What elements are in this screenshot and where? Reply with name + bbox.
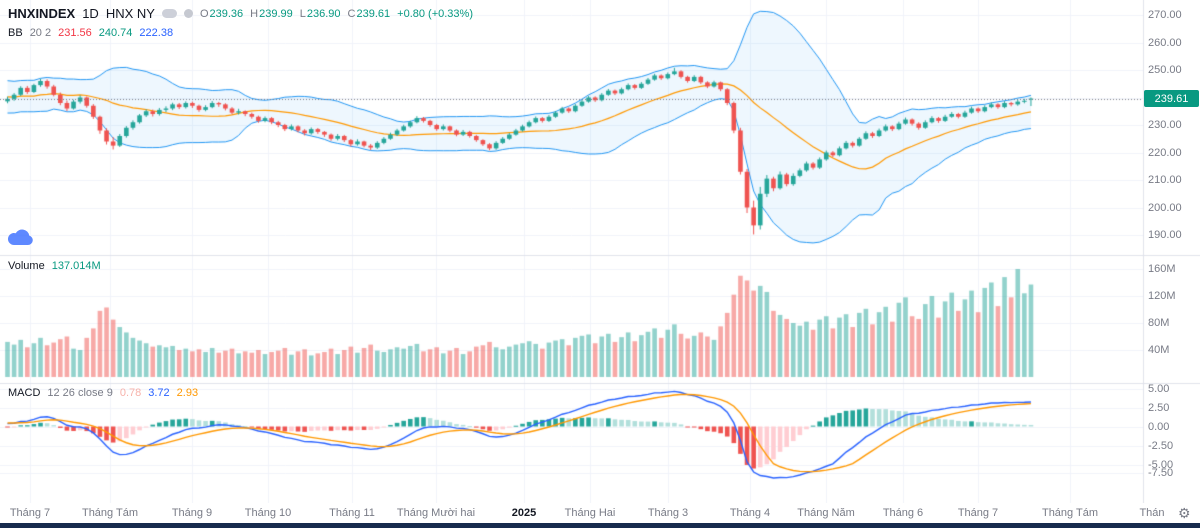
time-axis-label: Tháng Tám (1041, 507, 1099, 519)
axis-tick-label: 2.50 (1148, 401, 1170, 414)
bb-upper-value: 240.74 (98, 27, 133, 39)
bb-lower-value: 222.38 (139, 27, 174, 39)
volume-value: 137.014M (51, 260, 101, 272)
axis-tick-label: 190.00 (1148, 229, 1182, 241)
axis-tick-label: -2.50 (1148, 439, 1174, 452)
indicator-bb-label[interactable]: BB (8, 27, 23, 39)
axis-tick-label: -5.00 (1148, 458, 1174, 471)
axis-tick-label: 120M (1148, 290, 1176, 302)
bb-basis-value: 231.56 (58, 27, 92, 39)
bb-params: 20 2 (29, 27, 52, 39)
low-value: 236.90 (306, 7, 341, 20)
axis-tick-label: 220.00 (1148, 146, 1182, 159)
time-axis-label: Tháng 7 (957, 507, 999, 519)
data-mode-icon (183, 9, 193, 18)
axis-tick-label: 200.00 (1148, 201, 1182, 214)
time-axis-label: Tháng Hai (564, 507, 616, 519)
close-value: 239.61 (356, 7, 391, 20)
volume-legend: Volume 137.014M (8, 260, 101, 272)
close-key: C (347, 7, 356, 20)
time-axis-label: Tháng Năm (797, 507, 855, 519)
ohlc-high: H 239.99 (250, 8, 293, 20)
price-axis[interactable]: 270.00260.00250.00240.00230.00220.00210.… (1143, 0, 1200, 528)
time-axis-label: Tháng 3 (647, 507, 689, 519)
interval-selector[interactable]: 1D (82, 6, 99, 21)
time-axis-label: Tháng 9 (171, 507, 213, 519)
macd-signal-value: 2.93 (176, 387, 199, 399)
axis-tick-label: 270.00 (1148, 9, 1182, 21)
axis-tick-label: 230.00 (1148, 119, 1182, 131)
tradingview-logo-icon[interactable] (7, 229, 33, 246)
time-axis-label: Tháng 11 (329, 507, 375, 519)
axis-tick-label: 0.00 (1148, 420, 1170, 433)
symbol-name[interactable]: HNXINDEX (8, 6, 76, 21)
time-axis-label: Tháng Mười hai (396, 507, 476, 519)
time-axis-label: Tháng 10 (244, 507, 292, 519)
ohlc-close: C 239.61 (348, 8, 391, 20)
low-key: L (299, 7, 306, 20)
axis-tick-label: 5.00 (1148, 382, 1170, 395)
high-key: H (250, 7, 259, 20)
time-axis-label: Tháng 6 (882, 507, 924, 519)
axis-tick-label: -7.50 (1148, 466, 1174, 479)
time-axis-label: Tháng Tám (81, 507, 139, 519)
gear-icon[interactable]: ⚙ (1178, 505, 1191, 521)
market-status-icon (161, 9, 177, 18)
time-axis-label: Tháng 4 (729, 507, 771, 519)
time-axis-label: 2025 (511, 507, 537, 519)
time-axis-label: Tháng 7 (9, 507, 51, 519)
macd-hist-value: 0.78 (119, 387, 142, 399)
macd-params: 12 26 close 9 (47, 387, 113, 399)
axis-tick-label: 160M (1148, 263, 1176, 275)
exchange-name[interactable]: HNX NY (105, 6, 155, 21)
change-value: +0.80 (+0.33%) (397, 7, 473, 20)
axis-tick-label: 40M (1148, 344, 1170, 356)
axis-tick-label: 250.00 (1148, 64, 1182, 76)
ohlc-low: L 236.90 (300, 8, 341, 20)
indicator-volume-label[interactable]: Volume (8, 260, 45, 272)
indicator-macd-label[interactable]: MACD (8, 387, 41, 399)
ohlc-open: O 239.36 (200, 8, 243, 20)
high-value: 239.99 (259, 7, 293, 20)
bb-legend: BB 20 2 231.56 240.74 222.38 (8, 27, 173, 39)
time-axis-label: Thán (1139, 507, 1165, 519)
symbol-legend: HNXINDEX 1D HNX NY O 239.36 H 239.99 L 236.… (8, 6, 473, 21)
axis-tick-label: 80M (1148, 317, 1170, 329)
bottom-bar (0, 523, 1200, 528)
macd-legend: MACD 12 26 close 9 0.78 3.72 2.93 (8, 387, 198, 399)
macd-line-value: 3.72 (148, 387, 170, 399)
last-price-badge: 239.61 (1144, 90, 1199, 107)
axis-tick-label: 210.00 (1148, 174, 1182, 186)
axis-tick-label: 260.00 (1148, 36, 1182, 49)
open-value: 239.36 (209, 7, 244, 20)
open-key: O (199, 7, 209, 20)
time-axis[interactable]: Tháng 7 Tháng Tám Tháng 9 Tháng 10 Tháng 11 T… (0, 503, 1200, 524)
